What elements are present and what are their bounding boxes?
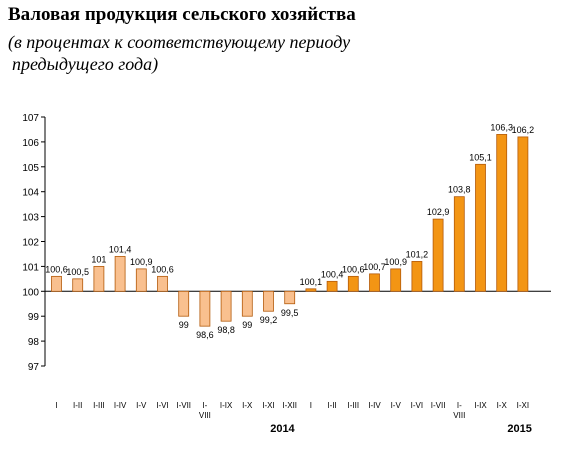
y-tick-label: 97 <box>28 362 40 373</box>
bar <box>369 273 380 292</box>
bar <box>157 275 168 292</box>
data-label: 103,8 <box>448 185 471 195</box>
data-label: 100,9 <box>130 257 153 267</box>
data-label: 100,4 <box>321 269 344 279</box>
data-label: 100,5 <box>66 267 89 277</box>
x-tick-label: I-II <box>327 401 336 410</box>
bar <box>517 136 529 292</box>
x-tick-label: I- <box>457 401 462 410</box>
bar <box>241 290 253 317</box>
chart-subtitle-line-1: (в процентах к соответствующему периоду <box>8 32 351 52</box>
y-tick-label: 101 <box>22 262 39 273</box>
data-label: 100,6 <box>45 264 68 274</box>
y-tick-label: 102 <box>22 238 39 249</box>
x-tick-label: I-X <box>242 401 253 410</box>
y-tick-label: 98 <box>28 337 40 348</box>
y-tick-label: 106 <box>22 138 39 149</box>
x-tick-label: I- <box>202 401 207 410</box>
x-tick-label: I-IX <box>220 401 233 410</box>
year-label: 2015 <box>507 423 531 435</box>
x-tick-label: I-XI <box>262 401 274 410</box>
bar <box>263 290 274 312</box>
y-tick-label: 107 <box>22 113 39 124</box>
data-label: 100,1 <box>300 277 323 287</box>
bar <box>475 163 486 292</box>
data-label: 99,2 <box>260 315 278 325</box>
x-tick-label: I-X <box>497 401 508 410</box>
x-tick-label: I-XII <box>282 401 297 410</box>
y-tick-label: 100 <box>22 287 39 298</box>
data-label: 99 <box>242 320 252 330</box>
x-tick-label: I-VI <box>156 401 168 410</box>
data-label: 105,1 <box>469 152 492 162</box>
x-tick-label: I-II <box>73 401 82 410</box>
y-tick-label: 105 <box>22 163 39 174</box>
bar <box>72 278 84 292</box>
data-label: 106,3 <box>490 122 513 132</box>
x-tick-label: I-III <box>93 401 105 410</box>
data-label: 98,8 <box>217 325 235 335</box>
chart-subtitle: (в процентах к соответствующему периоду … <box>8 31 408 75</box>
x-tick-label: I-IV <box>368 401 381 410</box>
bar <box>284 290 296 305</box>
bar <box>305 288 317 292</box>
data-label: 101 <box>91 254 106 264</box>
bar <box>93 265 105 292</box>
data-label: 100,6 <box>342 264 365 274</box>
bar <box>347 275 359 292</box>
data-label: 102,9 <box>427 207 450 217</box>
x-tick-label-continuation: VIII <box>199 411 211 420</box>
x-tick-label: I-XI <box>517 401 529 410</box>
bar <box>453 196 465 292</box>
y-tick-label: 103 <box>22 213 39 224</box>
data-label: 99,5 <box>281 308 299 318</box>
bar <box>199 290 211 327</box>
y-tick-label: 104 <box>22 188 39 199</box>
x-tick-label: I <box>310 401 312 410</box>
data-label: 106,2 <box>512 125 535 135</box>
data-label: 100,7 <box>363 262 386 272</box>
x-tick-label-continuation: VIII <box>453 411 465 420</box>
bar <box>326 280 338 292</box>
bar <box>432 218 444 292</box>
data-label: 100,6 <box>151 264 174 274</box>
bar <box>135 268 147 292</box>
chart-subtitle-line-2: предыдущего года) <box>12 54 159 74</box>
bar <box>51 275 62 292</box>
data-label: 99 <box>179 320 189 330</box>
x-tick-label: I-VII <box>176 401 191 410</box>
x-tick-label: I-V <box>391 401 402 410</box>
x-tick-label: I-VI <box>411 401 423 410</box>
bar <box>114 256 126 292</box>
bar <box>496 134 508 292</box>
x-tick-label: I-IX <box>474 401 487 410</box>
bar <box>390 268 402 292</box>
y-tick-label: 99 <box>28 312 40 323</box>
x-tick-label: I-III <box>348 401 360 410</box>
bar <box>220 290 232 322</box>
x-tick-label: I <box>55 401 57 410</box>
year-label: 2014 <box>270 423 295 435</box>
data-label: 101,2 <box>406 249 429 259</box>
x-tick-label: I-VII <box>431 401 446 410</box>
x-tick-label: I-V <box>136 401 147 410</box>
chart-title: Валовая продукция сельского хозяйства <box>8 4 356 25</box>
bar <box>411 261 423 292</box>
bar <box>178 290 190 317</box>
data-label: 101,4 <box>109 244 132 254</box>
data-label: 98,6 <box>196 330 214 340</box>
data-label: 100,9 <box>384 257 407 267</box>
x-tick-label: I-IV <box>114 401 127 410</box>
